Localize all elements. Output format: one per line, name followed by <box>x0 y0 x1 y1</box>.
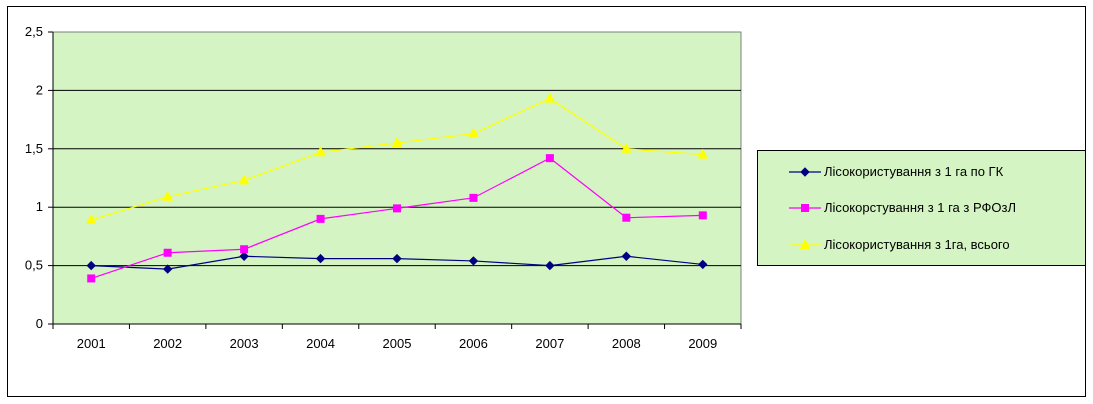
series-1-point <box>621 251 632 261</box>
legend-item-3: Лісокористування з 1га, всього <box>758 236 1078 254</box>
series-1-point <box>698 259 708 270</box>
x-tick-label: 2007 <box>535 336 564 351</box>
series-3-point <box>85 213 97 225</box>
series-1-point <box>239 251 249 261</box>
legend-marker <box>800 167 810 177</box>
series-1-point <box>315 253 326 264</box>
series-2-point <box>163 248 172 257</box>
series-3-point <box>468 127 479 138</box>
series-2-point <box>622 213 631 222</box>
legend-label-2: Лісокорстування з 1 га з РФОзЛ <box>824 200 1016 215</box>
series-2-point <box>545 154 554 163</box>
y-tick-label: 2,5 <box>25 24 43 39</box>
series-2-point <box>87 274 96 283</box>
legend-label-3: Лісокористування з 1га, всього <box>824 237 1010 252</box>
x-tick-label: 2005 <box>383 336 412 351</box>
series-2-point <box>698 211 707 220</box>
legend-symbol-3 <box>789 238 821 249</box>
y-tick-label: 2 <box>36 82 43 97</box>
series-3-point <box>391 136 403 147</box>
y-tick-label: 1 <box>36 199 43 214</box>
series-3-point <box>697 148 709 159</box>
legend-item-1: Лісокористування з 1 га по ГК <box>758 163 1078 181</box>
chart-legend: Лісокористування з 1 га по ГК Лісокорстув… <box>757 150 1086 266</box>
plot-area <box>52 31 742 325</box>
legend-label-1: Лісокористування з 1 га по ГК <box>824 164 1004 179</box>
series-2-point <box>240 245 249 254</box>
series-1-point <box>545 260 555 271</box>
y-tick-label: 1,5 <box>25 141 43 156</box>
series-1-point <box>468 256 479 266</box>
legend-marker <box>801 204 809 212</box>
x-tick-label: 2006 <box>459 336 488 351</box>
series-3-point <box>621 142 632 153</box>
series-2-point <box>393 204 401 213</box>
legend-item-2: Лісокорстування з 1 га з РФОзЛ <box>758 199 1078 217</box>
series-3-point <box>162 190 173 201</box>
x-tick-label: 2002 <box>153 336 182 351</box>
legend-marker <box>799 238 811 249</box>
series-1-point <box>86 260 96 271</box>
series-3-point <box>544 92 556 103</box>
legend-symbol-2 <box>789 204 821 212</box>
x-tick-label: 2003 <box>230 336 259 351</box>
x-tick-label: 2001 <box>77 336 106 351</box>
series-3-point <box>315 146 326 157</box>
series-2-point <box>316 214 325 223</box>
x-tick-label: 2009 <box>688 336 717 351</box>
series-1-point <box>392 253 402 264</box>
legend-symbol-1 <box>789 167 821 177</box>
y-tick-label: 0 <box>36 316 43 331</box>
x-tick-label: 2008 <box>612 336 641 351</box>
series-3-point <box>238 174 250 185</box>
series-1-point <box>162 264 173 274</box>
y-tick-label: 0,5 <box>25 258 43 273</box>
series-2-point <box>469 193 478 202</box>
x-tick-label: 2004 <box>306 336 335 351</box>
